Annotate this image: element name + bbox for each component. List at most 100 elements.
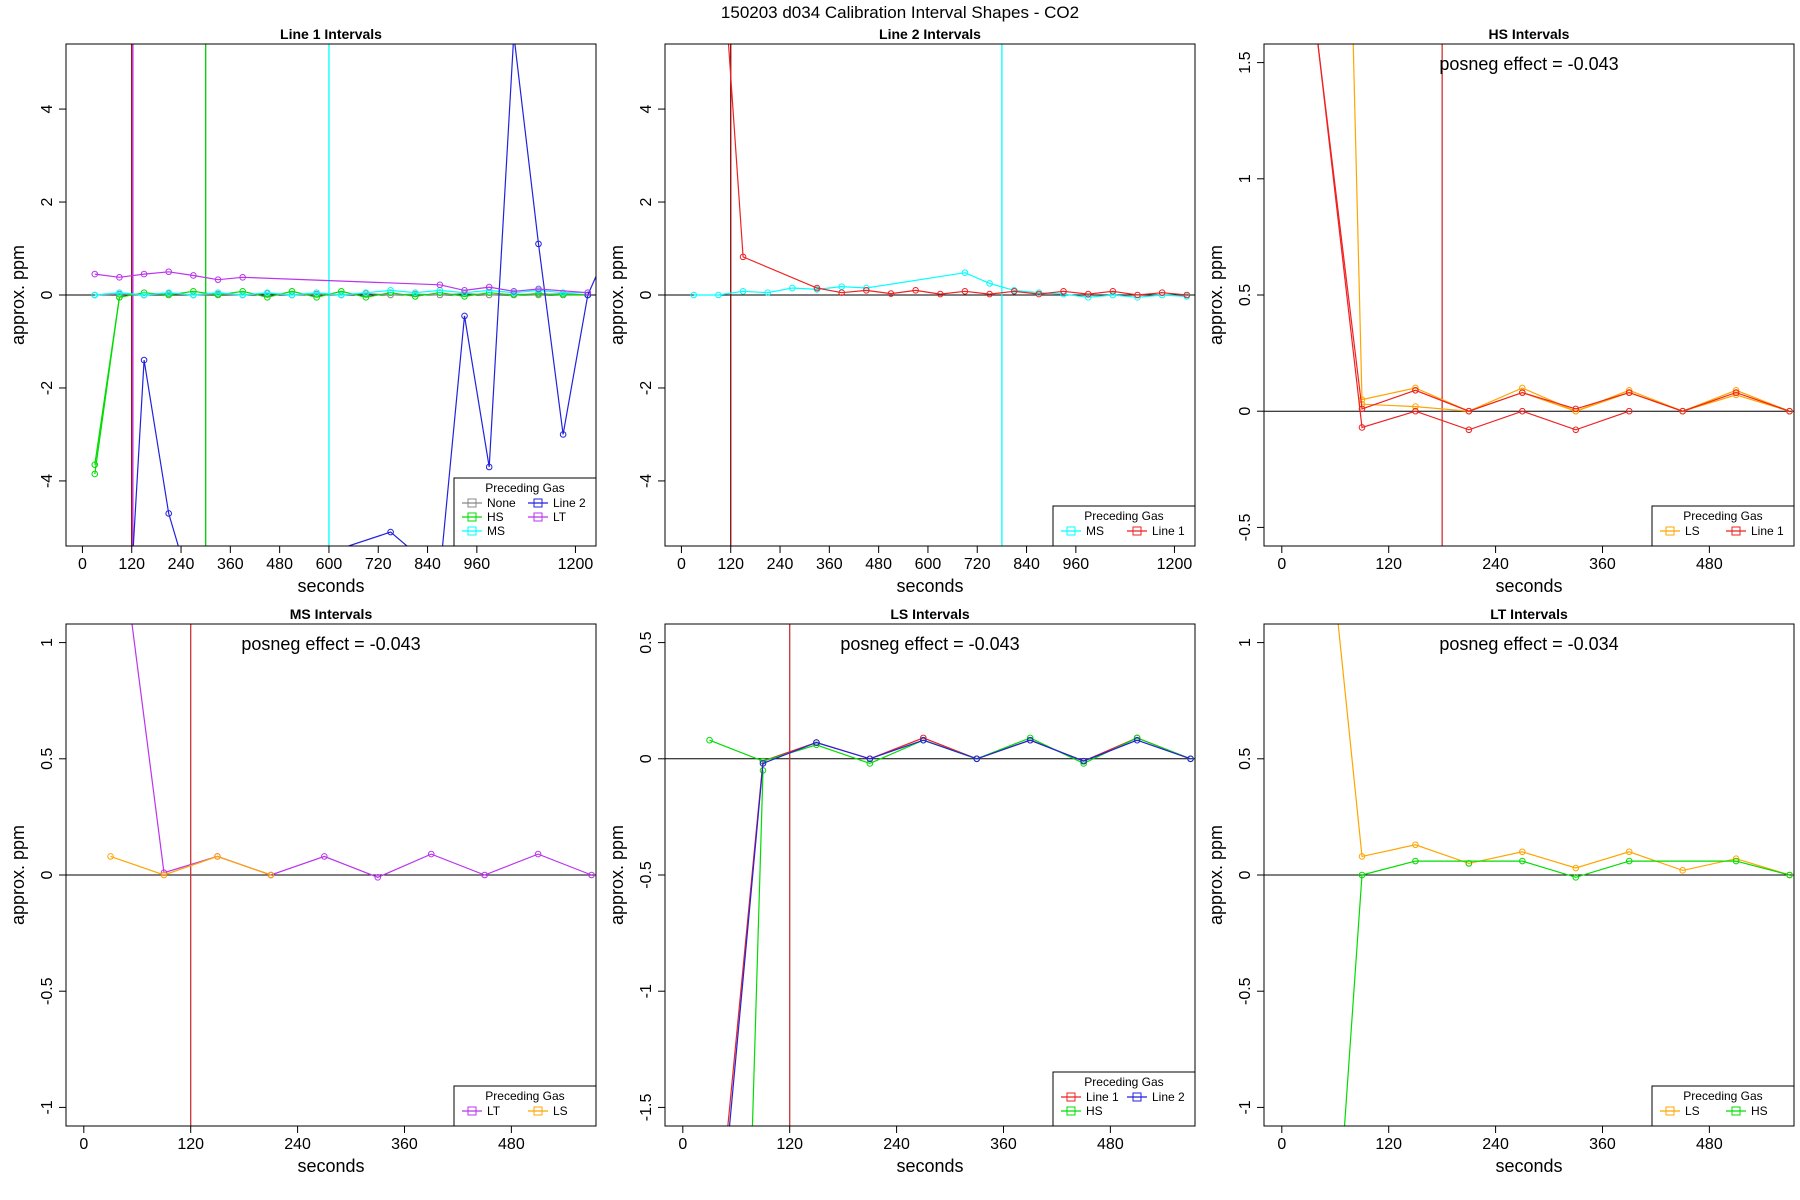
data-point bbox=[866, 755, 874, 763]
data-point bbox=[461, 287, 468, 294]
data-point bbox=[1519, 389, 1526, 396]
legend-box bbox=[453, 1085, 597, 1127]
figure-title: 150203 d034 Calibration Interval Shapes … bbox=[721, 3, 1079, 22]
series-line bbox=[1343, 860, 1790, 1126]
data-point bbox=[706, 736, 713, 744]
data-point bbox=[321, 853, 328, 860]
x-tick-label: 480 bbox=[865, 556, 892, 573]
data-point bbox=[813, 284, 821, 292]
data-point bbox=[559, 289, 567, 296]
data-point bbox=[140, 356, 148, 364]
legend-swatch-marker bbox=[1066, 526, 1076, 536]
x-tick-label: 360 bbox=[990, 1136, 1017, 1153]
legend-box bbox=[1651, 1085, 1795, 1127]
chart-panel-5: LS Intervals 0 120 240 360 480 -1.5 -1 -0.5 0 0.5 s… bbox=[607, 606, 1196, 1176]
legend-entry: None bbox=[462, 496, 516, 510]
data-point bbox=[362, 294, 370, 301]
x-tick-label: 720 bbox=[365, 556, 392, 573]
legend-entry: LS bbox=[528, 1104, 568, 1118]
y-tick-label: 0 bbox=[1237, 407, 1254, 416]
x-tick-label: 120 bbox=[717, 556, 744, 573]
series-line-1 bbox=[727, 44, 1191, 299]
series-ls bbox=[107, 853, 275, 879]
series-line bbox=[132, 44, 596, 546]
data-point bbox=[116, 274, 123, 281]
data-point bbox=[866, 760, 874, 767]
legend-swatch-marker bbox=[1132, 526, 1142, 536]
data-point bbox=[1519, 857, 1526, 865]
plot-area bbox=[1264, 44, 1794, 546]
series-line bbox=[94, 271, 588, 294]
x-tick-label: 1200 bbox=[558, 556, 594, 573]
x-tick-label: 600 bbox=[915, 556, 942, 573]
y-tick-label: 2 bbox=[39, 197, 56, 206]
data-point bbox=[427, 850, 435, 858]
data-point bbox=[288, 291, 296, 299]
y-tick-label: -1 bbox=[39, 1100, 56, 1114]
data-point bbox=[91, 291, 99, 299]
chart-panel-6: LT Intervals 0 120 240 360 480 -1 -0.5 0 0.5 1 seco… bbox=[1206, 606, 1795, 1176]
legend-entry: Line 1 bbox=[1726, 524, 1784, 538]
x-tick-label: 240 bbox=[1482, 556, 1509, 573]
plot-area bbox=[66, 624, 596, 1126]
data-point bbox=[1109, 287, 1117, 295]
legend-entry: Line 2 bbox=[1127, 1090, 1185, 1104]
data-point bbox=[1519, 384, 1526, 392]
series-hs bbox=[1465, 860, 1473, 867]
x-tick-label: 120 bbox=[1375, 556, 1402, 573]
data-point bbox=[337, 291, 345, 299]
data-point bbox=[535, 285, 542, 293]
y-tick-label: -1.5 bbox=[638, 1094, 655, 1122]
x-tick-label: 120 bbox=[1375, 1136, 1402, 1153]
x-tick-label: 1200 bbox=[1157, 556, 1193, 573]
data-point bbox=[920, 736, 927, 744]
data-point bbox=[91, 270, 99, 278]
legend-entry: LS bbox=[1660, 1104, 1700, 1118]
x-tick-label: 240 bbox=[883, 1136, 910, 1153]
data-point bbox=[1158, 289, 1166, 296]
data-point bbox=[362, 289, 370, 296]
data-point bbox=[1572, 426, 1580, 434]
series-line bbox=[1337, 624, 1790, 876]
legend-swatch-marker bbox=[1066, 1092, 1076, 1102]
y-tick-label: -2 bbox=[39, 381, 56, 395]
data-point bbox=[190, 272, 197, 279]
y-tick-label: 0.5 bbox=[39, 748, 56, 770]
x-tick-label: 0 bbox=[678, 1136, 687, 1153]
x-tick-label: 840 bbox=[1013, 556, 1040, 573]
data-point bbox=[411, 293, 419, 300]
legend-label: Line 1 bbox=[1751, 524, 1784, 538]
y-tick-label: 0.5 bbox=[1237, 748, 1254, 770]
data-point bbox=[1625, 848, 1633, 856]
series-line bbox=[1352, 44, 1790, 412]
legend-box bbox=[1052, 505, 1196, 547]
legend-label: HS bbox=[1086, 1104, 1103, 1118]
y-tick-label: 0 bbox=[39, 870, 56, 879]
data-point bbox=[436, 281, 444, 289]
data-point bbox=[1625, 857, 1633, 865]
data-point bbox=[313, 289, 320, 296]
data-point bbox=[1786, 407, 1793, 415]
y-tick-label: 0.5 bbox=[1237, 284, 1254, 306]
series-line-2 bbox=[728, 736, 1194, 1126]
data-point bbox=[165, 289, 173, 296]
data-point bbox=[1183, 291, 1191, 299]
legend-entry: MS bbox=[1061, 524, 1104, 538]
data-point bbox=[1786, 871, 1793, 879]
data-point bbox=[534, 850, 542, 858]
x-tick-label: 360 bbox=[1589, 556, 1616, 573]
legend-swatch-marker bbox=[1066, 1106, 1076, 1116]
legend-box bbox=[453, 477, 597, 547]
data-point bbox=[214, 289, 222, 296]
x-tick-label: 0 bbox=[677, 556, 686, 573]
data-point bbox=[1519, 407, 1526, 415]
data-point bbox=[1412, 841, 1419, 849]
legend-swatch-marker bbox=[533, 512, 543, 522]
posneg-annotation: posneg effect = -0.034 bbox=[1439, 634, 1618, 654]
legend-swatch-marker bbox=[1731, 1106, 1741, 1116]
x-tick-label: 0 bbox=[79, 1136, 88, 1153]
